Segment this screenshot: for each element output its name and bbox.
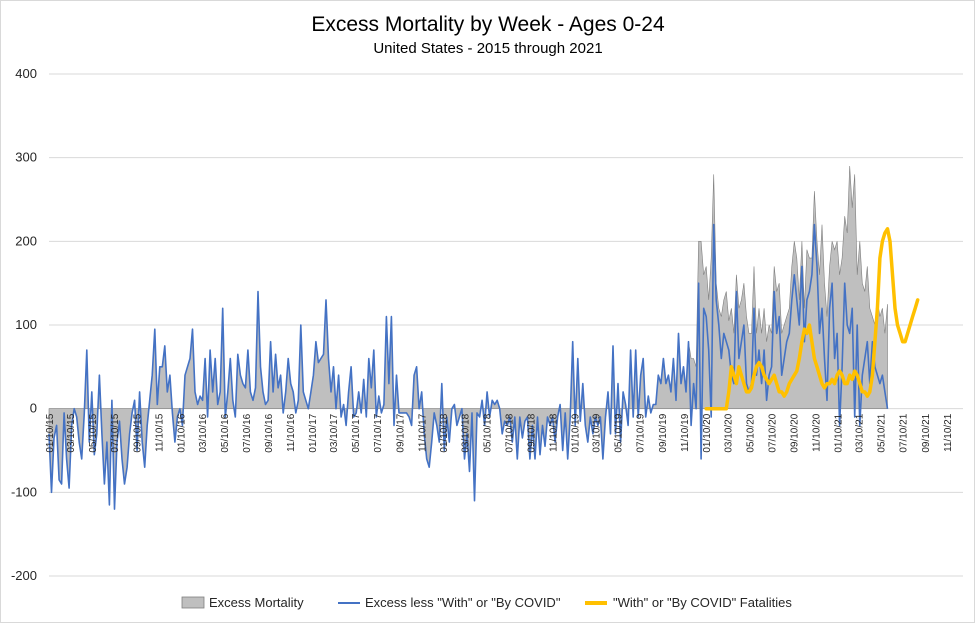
- x-tick-label: 01/10/19: [570, 413, 581, 452]
- x-tick-label: 09/10/16: [264, 413, 275, 452]
- x-tick-label: 07/10/15: [110, 413, 121, 452]
- x-tick-label: 05/10/20: [745, 413, 756, 452]
- legend-label-excess-less-covid: Excess less "With" or "By COVID": [365, 595, 561, 610]
- x-tick-label: 11/10/21: [943, 413, 954, 452]
- series-excess-less-covid-line: [48, 223, 889, 510]
- x-tick-label: 09/10/20: [790, 413, 801, 452]
- x-tick-label: 11/10/18: [549, 413, 560, 452]
- x-tick-label: 09/10/21: [921, 413, 932, 452]
- y-tick-label: -100: [11, 484, 37, 499]
- y-tick-label: 300: [15, 150, 37, 165]
- x-tick-label: 09/10/19: [658, 413, 669, 452]
- line-series-layer: [48, 223, 920, 510]
- x-tick-label: 09/10/18: [527, 413, 538, 452]
- x-tick-label: 05/10/18: [482, 413, 493, 452]
- x-tick-label: 05/10/15: [88, 413, 99, 452]
- x-tick-label: 11/10/17: [417, 413, 428, 452]
- x-tick-label: 03/10/21: [855, 413, 866, 452]
- x-tick-label: 09/10/17: [395, 413, 406, 452]
- x-tick-label: 03/10/15: [66, 413, 77, 452]
- x-tick-label: 03/10/16: [198, 413, 209, 452]
- series-covid-fatalities-line: [704, 227, 920, 411]
- legend-label-excess-mortality: Excess Mortality: [209, 595, 304, 610]
- x-tick-label: 09/10/15: [132, 413, 143, 452]
- y-tick-label: 200: [15, 233, 37, 248]
- x-tick-label: 07/10/20: [767, 413, 778, 452]
- x-tick-label: 11/10/15: [154, 413, 165, 452]
- x-tick-label: 07/10/17: [373, 413, 384, 452]
- x-tick-label: 05/10/21: [877, 413, 888, 452]
- y-tick-label: 100: [15, 317, 37, 332]
- chart-subtitle: United States - 2015 through 2021: [373, 40, 602, 57]
- x-tick-label: 01/10/21: [833, 413, 844, 452]
- legend-label-covid-fatalities: "With" or "By COVID" Fatalities: [613, 595, 792, 610]
- y-tick-label: 0: [30, 401, 37, 416]
- x-tick-label: 03/10/17: [329, 413, 340, 452]
- x-tick-label: 07/10/19: [636, 413, 647, 452]
- x-tick-label: 03/10/18: [460, 413, 471, 452]
- x-tick-label: 07/10/21: [899, 413, 910, 452]
- x-tick-label: 01/10/20: [702, 413, 713, 452]
- x-axis-ticks: 01/10/15 03/10/15 05/10/15 07/10/15 09/10/15…: [45, 413, 954, 452]
- x-tick-label: 01/10/18: [439, 413, 450, 452]
- chart-title: Excess Mortality by Week - Ages 0-24: [311, 13, 665, 36]
- x-tick-label: 03/10/19: [592, 413, 603, 452]
- legend-swatch-excess-mortality: [181, 596, 205, 609]
- x-tick-label: 01/10/15: [45, 413, 56, 452]
- x-tick-label: 11/10/20: [811, 413, 822, 452]
- x-tick-label: 01/10/17: [308, 413, 319, 452]
- x-tick-label: 07/10/16: [242, 413, 253, 452]
- y-tick-label: -200: [11, 568, 37, 583]
- y-tick-label: 400: [15, 66, 37, 81]
- x-tick-label: 05/10/16: [220, 413, 231, 452]
- x-tick-label: 01/10/16: [176, 413, 187, 452]
- chart-legend: Excess Mortality Excess less "With" or "…: [181, 595, 792, 610]
- x-tick-label: 05/10/17: [351, 413, 362, 452]
- x-tick-label: 03/10/20: [723, 413, 734, 452]
- x-tick-label: 07/10/18: [504, 413, 515, 452]
- x-tick-label: 11/10/19: [680, 413, 691, 452]
- x-tick-label: 05/10/19: [614, 413, 625, 452]
- y-axis-ticks: -200 -100 0 100 200 300 400: [11, 66, 37, 583]
- x-tick-label: 11/10/16: [286, 413, 297, 452]
